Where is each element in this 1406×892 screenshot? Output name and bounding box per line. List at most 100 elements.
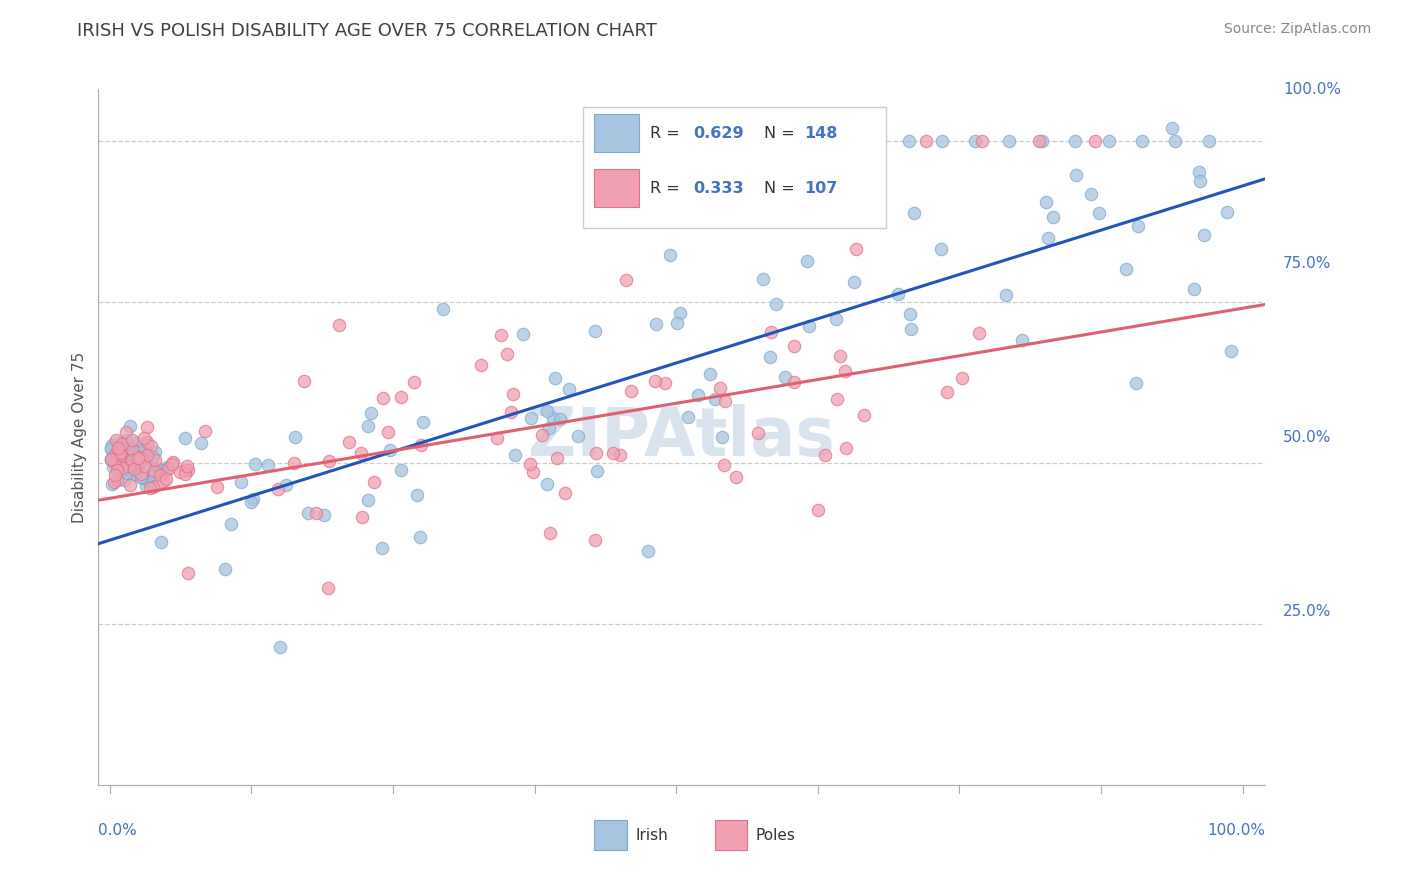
Point <box>1035 194 1057 209</box>
Point <box>1042 210 1064 224</box>
Bar <box>595 169 638 208</box>
Point <box>156 459 179 474</box>
Point <box>731 134 754 148</box>
Point <box>132 442 155 456</box>
Point <box>114 451 136 466</box>
Point <box>120 445 142 459</box>
Point <box>115 433 138 447</box>
Point <box>537 420 560 434</box>
Point <box>835 442 858 456</box>
Text: ZIPAtlas: ZIPAtlas <box>529 404 835 470</box>
Point <box>371 541 394 556</box>
Point <box>115 466 138 480</box>
Point <box>127 450 149 465</box>
Point <box>1164 134 1187 148</box>
Point <box>898 307 921 321</box>
Point <box>406 488 429 502</box>
Point <box>111 464 134 478</box>
Point <box>127 458 149 473</box>
Point <box>127 468 149 483</box>
Point <box>773 370 796 384</box>
Y-axis label: Disability Age Over 75: Disability Age Over 75 <box>72 351 87 523</box>
Point <box>489 328 512 343</box>
Point <box>142 464 165 478</box>
Point <box>107 459 129 474</box>
Point <box>666 316 689 330</box>
Point <box>129 467 152 482</box>
Point <box>142 450 165 464</box>
Point <box>104 447 127 461</box>
Point <box>546 450 568 465</box>
Point <box>124 458 146 472</box>
Point <box>103 455 125 469</box>
Point <box>101 438 124 452</box>
Point <box>697 134 720 148</box>
Point <box>135 479 157 493</box>
Point <box>834 364 856 378</box>
Point <box>134 431 156 445</box>
Text: Source: ZipAtlas.com: Source: ZipAtlas.com <box>1223 22 1371 37</box>
Point <box>703 392 725 406</box>
Point <box>118 478 141 492</box>
Bar <box>595 821 627 850</box>
Point <box>129 470 152 484</box>
Point <box>782 375 804 389</box>
Point <box>1188 165 1211 179</box>
Point <box>711 430 734 444</box>
Text: 107: 107 <box>804 181 838 196</box>
Point <box>138 458 160 472</box>
Point <box>796 253 818 268</box>
Point <box>312 508 335 522</box>
Point <box>112 442 135 456</box>
Point <box>1128 219 1150 233</box>
Point <box>274 478 297 492</box>
Point <box>520 411 543 425</box>
Point <box>654 376 676 390</box>
Point <box>103 460 125 475</box>
Point <box>135 420 157 434</box>
Point <box>124 462 146 476</box>
Point <box>1036 230 1059 244</box>
Point <box>486 431 509 445</box>
Point <box>190 436 212 450</box>
Point <box>887 287 910 301</box>
Point <box>530 427 553 442</box>
Point <box>143 445 166 459</box>
Point <box>139 439 162 453</box>
Point <box>797 318 820 333</box>
Point <box>759 326 782 340</box>
Point <box>519 457 541 471</box>
Point <box>686 388 709 402</box>
Point <box>134 458 156 473</box>
Point <box>357 493 380 508</box>
Point <box>108 448 131 462</box>
Point <box>669 305 692 319</box>
Point <box>156 462 179 476</box>
Point <box>120 443 142 458</box>
Point <box>194 424 217 438</box>
Point <box>609 448 631 462</box>
Point <box>142 461 165 475</box>
Point <box>1031 134 1053 148</box>
Point <box>470 358 492 372</box>
Point <box>801 134 824 148</box>
Point <box>502 387 524 401</box>
Point <box>360 406 382 420</box>
Point <box>115 425 138 439</box>
Point <box>586 464 609 478</box>
Point <box>111 461 134 475</box>
Point <box>522 466 544 480</box>
Point <box>350 446 373 460</box>
Point <box>935 384 957 399</box>
Point <box>409 438 432 452</box>
Point <box>136 438 159 452</box>
Point <box>557 382 579 396</box>
Point <box>967 326 990 340</box>
Point <box>177 566 200 580</box>
Point <box>852 408 875 422</box>
Bar <box>595 113 638 152</box>
Point <box>110 445 132 459</box>
Point <box>318 454 340 468</box>
Point <box>105 463 128 477</box>
Point <box>1220 344 1243 359</box>
